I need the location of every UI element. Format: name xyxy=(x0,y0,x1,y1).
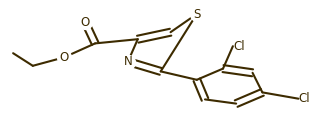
Text: N: N xyxy=(124,55,132,68)
Text: Cl: Cl xyxy=(233,40,245,53)
Text: Cl: Cl xyxy=(299,92,310,105)
Text: O: O xyxy=(81,16,90,29)
Text: O: O xyxy=(59,51,69,64)
Text: S: S xyxy=(193,8,200,20)
